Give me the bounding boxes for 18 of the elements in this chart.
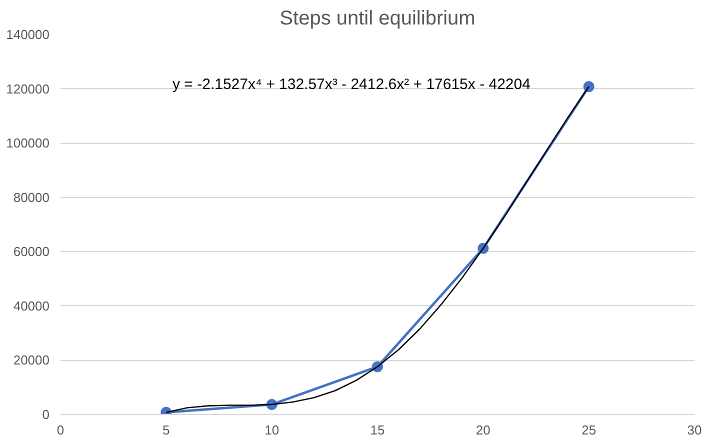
y-tick-label: 40000 — [13, 298, 50, 314]
x-tick-label: 10 — [264, 422, 280, 437]
x-tick-label: 20 — [476, 422, 490, 437]
x-tick-label: 0 — [56, 422, 64, 437]
y-tick-label: 20000 — [13, 352, 50, 368]
y-tick-label: 80000 — [13, 190, 50, 205]
y-tick-label: 60000 — [13, 244, 50, 260]
x-tick-label: 15 — [370, 422, 385, 437]
x-tick-label: 5 — [162, 422, 170, 437]
annotation: y = -2.1527x⁴ + 132.57x³ - 2412.6x² + 17615x - 42204 — [172, 76, 530, 93]
y-tick-label: 100000 — [6, 136, 50, 151]
x-tick-label: 25 — [582, 422, 596, 437]
y-tick-label: 140000 — [6, 27, 50, 42]
y-tick-label: 0 — [42, 407, 50, 422]
y-tick-label: 120000 — [6, 81, 50, 96]
x-tick-label: 30 — [687, 422, 702, 437]
chart-title: Steps until equilibrium — [280, 8, 476, 30]
point — [583, 81, 594, 92]
